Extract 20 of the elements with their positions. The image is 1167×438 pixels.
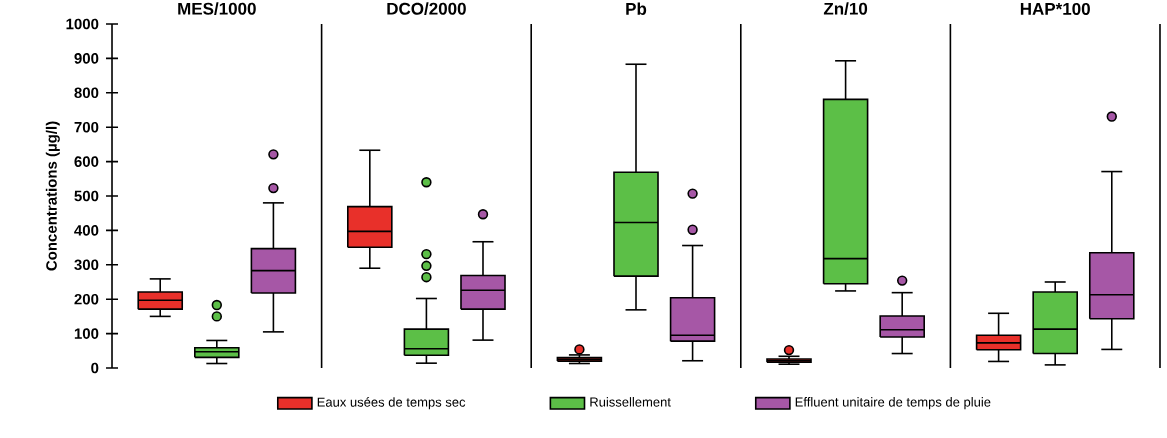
legend-label: Effluent unitaire de temps de pluie (795, 397, 991, 410)
y-tick-label: 400 (74, 225, 99, 236)
x-tick-label: DCO/2000 (387, 2, 466, 15)
y-tick-label: 1000 (66, 18, 99, 30)
x-tick-label: HAP*100 (1020, 2, 1090, 15)
y-tick-label: 300 (74, 259, 99, 271)
legend-label: Ruissellement (590, 397, 671, 407)
y-axis-title: Concentrations (µg/l) (45, 121, 60, 271)
y-tick-label: 0 (91, 362, 99, 374)
y-tick-label: 700 (74, 121, 99, 133)
y-tick-label: 800 (74, 87, 99, 99)
y-tick-label: 500 (74, 190, 99, 202)
y-tick-label: 100 (74, 328, 99, 339)
y-tick-label: 600 (74, 156, 99, 167)
y-tick-label: 200 (74, 293, 99, 305)
x-tick-label: MES/1000 (178, 2, 256, 15)
legend-label: Eaux usées de temps sec (317, 397, 466, 410)
x-tick-label: Pb (626, 2, 647, 15)
x-tick-label: Zn/10 (823, 2, 868, 15)
y-tick-label: 900 (74, 53, 99, 64)
